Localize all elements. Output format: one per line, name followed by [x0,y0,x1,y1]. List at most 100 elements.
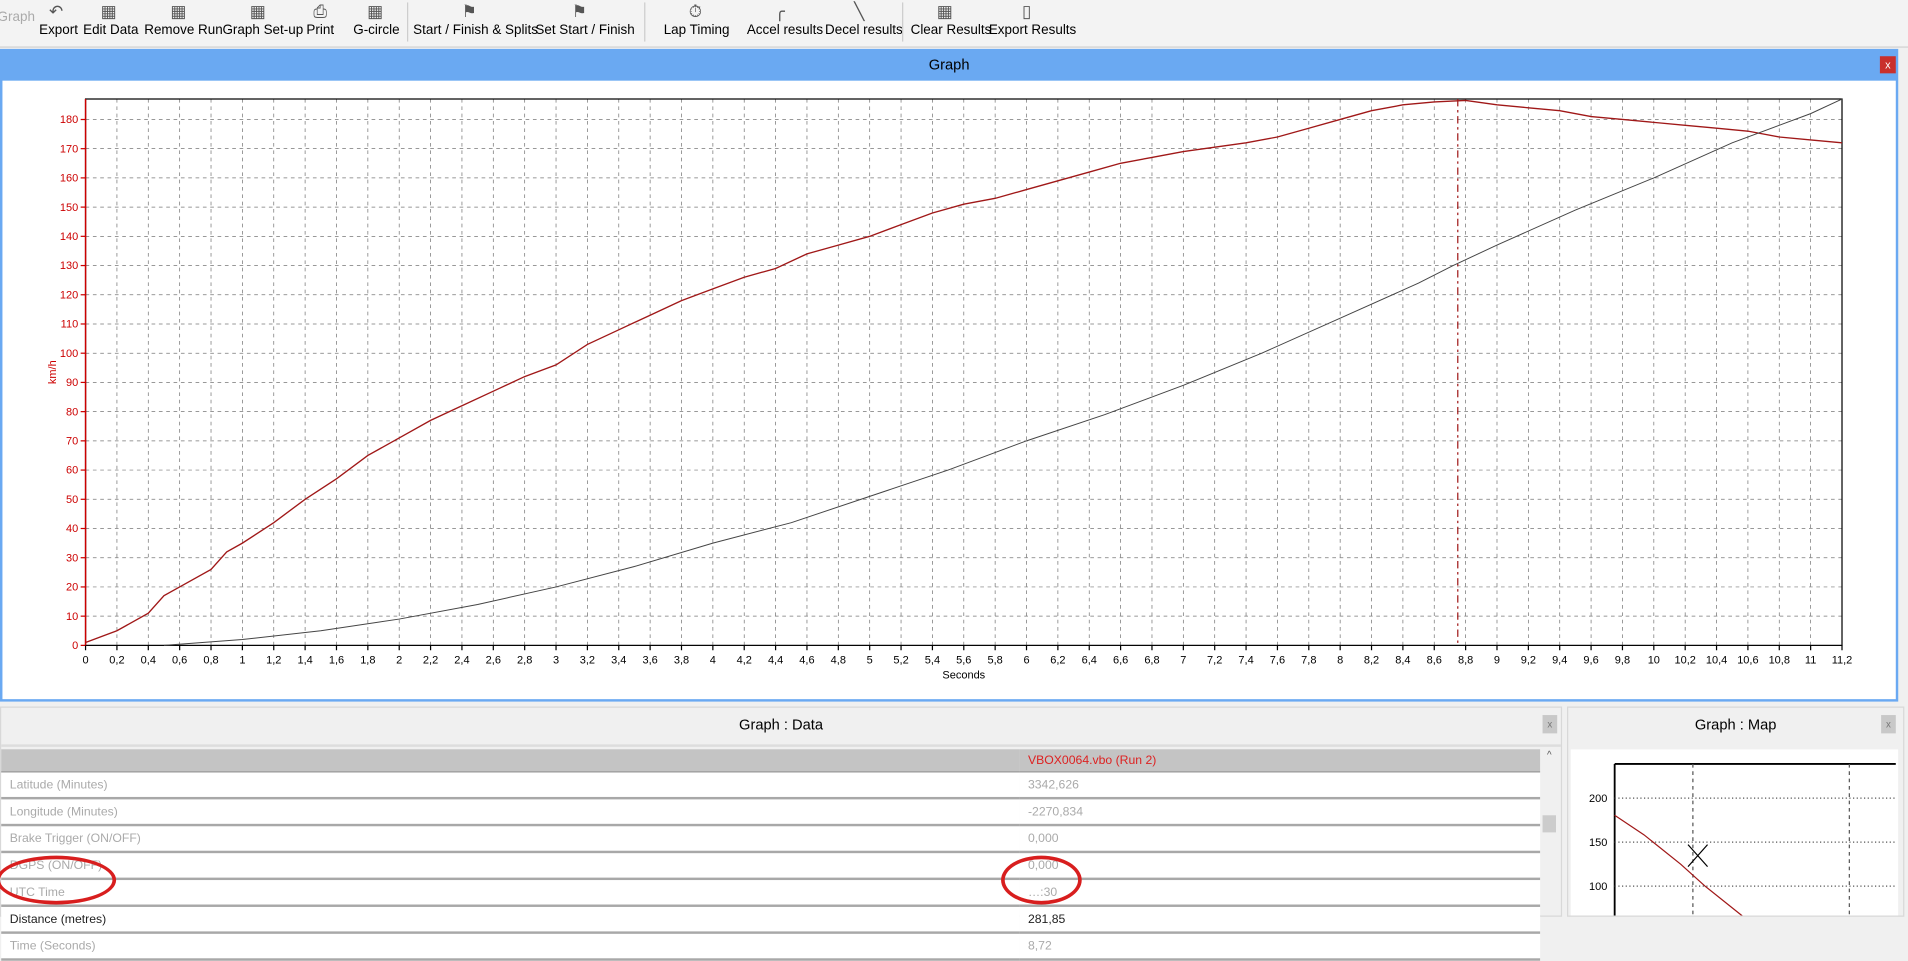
y-tick-label: 90 [66,377,78,389]
header-label-cell [1,749,1020,773]
x-tick-label: 9,8 [1615,655,1630,667]
toolbar-button-label: Set Start / Finish [535,23,635,38]
x-tick-label: 4,6 [799,655,814,667]
toolbar-separator [902,2,904,42]
row-value: -2270,834 [1019,798,1541,827]
toolbar-button-remove-run[interactable]: ▦ Remove Run [144,0,223,44]
x-tick-label: 6,4 [1082,655,1097,667]
toolbar-button-label: Remove Run [144,23,223,38]
data-panel-close-button[interactable]: x [1542,715,1558,734]
row-value: 0,000 [1019,851,1541,881]
toolbar-button-export-results[interactable]: ▯ Export Results [988,0,1077,44]
y-tick-label: 100 [60,348,78,360]
data-panel-title: Graph : Data [739,716,824,734]
graph-plot-area [2,80,1896,700]
map-y-tick-label: 150 [1589,837,1607,849]
graph-window: Graph x [0,48,1899,702]
data-scrollbar[interactable]: ^ [1541,749,1558,915]
table-row[interactable]: Time (Seconds) 8,72 [1,932,1541,961]
x-tick-label: 9,2 [1521,655,1536,667]
toolbar-button-label: Export Results [988,23,1077,38]
data-table: VBOX0064.vbo (Run 2) Latitude (Minutes) 33… [1,749,1541,961]
y-tick-label: 140 [60,231,78,243]
row-label: Brake Trigger (ON/OFF) [1,825,1020,854]
table-row[interactable]: Longitude (Minutes) -2270,834 [1,798,1541,827]
x-tick-label: 5,6 [956,655,971,667]
toolbar-button-set-start-finish[interactable]: ⚑ Set Start / Finish [535,0,635,44]
speed-distance-chart[interactable]: 0 0,2 0,4 0,6 0,8 1 1,2 1,4 1,6 1,8 2 2,2 2,4 2,6 2,8 3… [0,81,1898,699]
x-tick-label: 11 [1805,655,1816,667]
x-axis-label: Seconds [942,669,985,681]
x-tick-label: 8,6 [1427,655,1442,667]
toolbar-button-start-finish-splits[interactable]: ⚑ Start / Finish & Splits [413,0,538,44]
table-row[interactable]: Distance (metres) 281,85 [1,905,1541,934]
graph-close-button[interactable]: x [1879,56,1896,74]
graph-setup-icon: ▦ [249,1,266,21]
table-row[interactable]: Brake Trigger (ON/OFF) 0,000 [1,825,1541,854]
distance-line [163,98,1843,646]
map-track-line [1614,814,1743,916]
toolbar-button-export[interactable]: ↶ Export [39,0,78,44]
run-column-header[interactable]: VBOX0064.vbo (Run 2) [1019,749,1541,773]
x-tick-label: 9,4 [1552,655,1567,667]
row-value: 3342,626 [1019,771,1541,800]
toolbar-button-g-circle[interactable]: ▦ G-circle [353,0,400,44]
x-tick-label: 6,6 [1113,655,1128,667]
x-tick-label: 5,8 [988,655,1003,667]
table-row[interactable]: Latitude (Minutes) 3342,626 [1,771,1541,800]
y-tick-label: 80 [66,406,78,418]
x-tick-label: 0,2 [109,655,124,667]
toolbar-button-label: Edit Data [83,23,139,38]
row-value: 0,000 [1019,825,1541,854]
x-tick-label: 7,6 [1270,655,1285,667]
graph-data-panel: Graph : Data x VBOX0064.vbo (Run 2) Latit… [0,706,1563,961]
accel-curve-icon: ╭ [774,1,785,21]
x-tick-label: 9,6 [1583,655,1598,667]
x-tick-label: 7 [1180,655,1186,667]
map-y-tick-label: 100 [1589,881,1607,893]
toolbar-button-edit-data[interactable]: ▦ Edit Data [83,0,139,44]
map-y-tick-label: 200 [1589,793,1607,805]
y-tick-label: 150 [60,202,78,214]
map-panel-close-button[interactable]: x [1881,715,1896,734]
edit-data-icon: ▦ [100,1,117,21]
x-tick-label: 3,6 [642,655,657,667]
speed-line [85,99,1843,644]
x-tick-label: 1,2 [266,655,281,667]
x-tick-label: 1 [239,655,245,667]
map-panel-title: Graph : Map [1694,716,1777,734]
x-tick-label: 7,4 [1238,655,1253,667]
x-tick-label: 8,8 [1458,655,1473,667]
table-row[interactable]: UTC Time …:30 [1,878,1541,907]
export-results-icon: ▯ [1022,1,1032,21]
toolbar-button-print[interactable]: ⎙ Print [306,0,335,44]
table-row[interactable]: DGPS (ON/OFF) 0,000 [1,851,1541,881]
graph-map-panel: Graph : Map x 20015010050 [1566,706,1905,917]
toolbar-button-decel-results[interactable]: ╲ Decel results [825,0,903,44]
flag-set-icon: ⚑ [571,1,588,21]
y-tick-label: 180 [60,114,78,126]
x-tick-label: 4,8 [831,655,846,667]
row-value: 281,85 [1019,905,1541,934]
x-tick-label: 4,4 [768,655,783,667]
toolbar-button-label: Print [306,23,335,38]
toolbar-button-accel-results[interactable]: ╭ Accel results [747,0,823,44]
scrollbar-thumb[interactable] [1542,815,1556,833]
toolbar-button-clear-results[interactable]: ▦ Clear Results [910,0,992,44]
graph-window-title: Graph [928,56,970,74]
toolbar-button-label: Clear Results [910,23,992,38]
x-tick-label: 4 [710,655,716,667]
x-tick-label: 3,4 [611,655,626,667]
y-tick-label: 130 [60,260,78,272]
row-value: 8,72 [1019,932,1541,961]
map-background [1570,749,1899,916]
toolbar-button-graph-set-up[interactable]: ▦ Graph Set-up [222,0,303,44]
map-plot[interactable]: 20015010050 [1570,749,1899,916]
y-tick-label: 120 [60,289,78,301]
toolbar-button-label: G-circle [353,23,400,38]
toolbar-button-lap-timing[interactable]: ⏱ Lap Timing [664,0,730,44]
stopwatch-icon: ⏱ [688,1,703,21]
table-header-row: VBOX0064.vbo (Run 2) [1,749,1541,773]
x-tick-label: 10,4 [1706,655,1727,667]
